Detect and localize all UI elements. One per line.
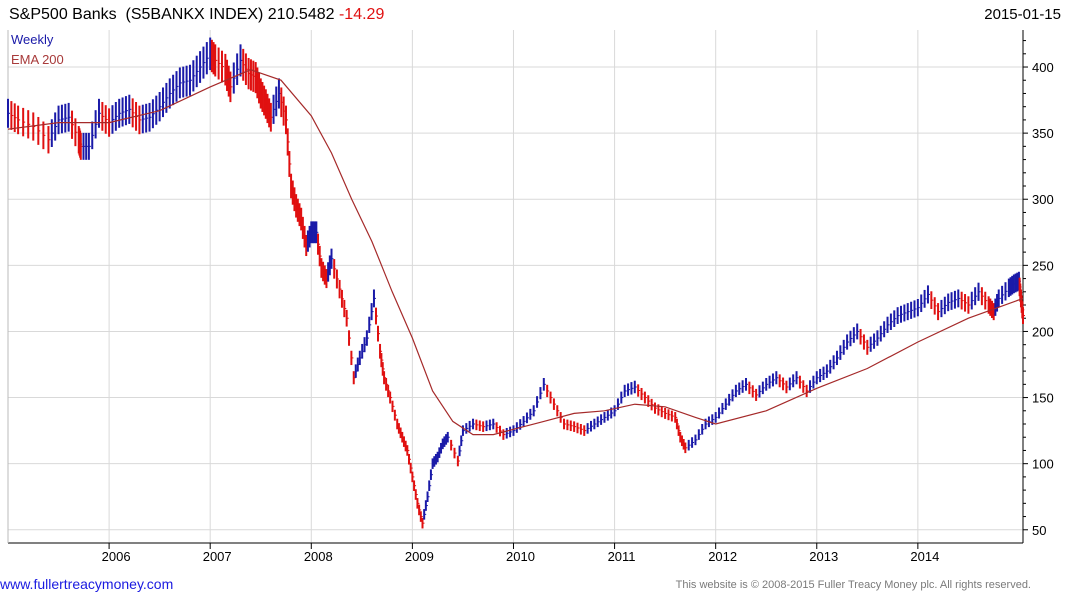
y-tick-label: 300 bbox=[1032, 192, 1054, 207]
chart-title: S&P500 Banks (S5BANKX INDEX) 210.5482 -1… bbox=[9, 6, 384, 24]
ema-line bbox=[7, 69, 1024, 436]
x-tick-label: 2010 bbox=[506, 549, 535, 564]
x-tick-label: 2007 bbox=[203, 549, 232, 564]
price-change: -14.29 bbox=[338, 6, 385, 23]
y-tick-label: 350 bbox=[1032, 126, 1054, 141]
website-link[interactable]: www.fullertreacymoney.com bbox=[0, 576, 174, 592]
chart-date: 2015-01-15 bbox=[984, 6, 1061, 23]
legend-weekly: Weekly bbox=[11, 32, 54, 47]
legend-ema: EMA 200 bbox=[11, 52, 64, 67]
copyright-text: This website is © 2008-2015 Fuller Treac… bbox=[675, 579, 1031, 591]
tick-labels: 50 100 150 200 250 300 350 400 2006 2007 2008 2009 2… bbox=[102, 60, 1054, 564]
y-tick-label: 250 bbox=[1032, 258, 1054, 273]
x-tick-label: 2013 bbox=[809, 549, 838, 564]
chart-title-text: S&P500 Banks (S5BANKX INDEX) 210.5482 bbox=[9, 6, 335, 23]
weekly-bars bbox=[7, 37, 1025, 529]
x-tick-label: 2012 bbox=[708, 549, 737, 564]
x-tick-label: 2006 bbox=[102, 549, 131, 564]
y-tick-label: 50 bbox=[1032, 523, 1046, 538]
y-tick-label: 200 bbox=[1032, 324, 1054, 339]
y-tick-label: 100 bbox=[1032, 457, 1054, 472]
y-tick-label: 150 bbox=[1032, 391, 1054, 406]
x-tick-label: 2014 bbox=[910, 549, 939, 564]
y-tick-label: 400 bbox=[1032, 60, 1054, 75]
ema-series bbox=[7, 69, 1024, 436]
axes bbox=[7, 30, 1028, 549]
x-tick-label: 2011 bbox=[608, 549, 636, 564]
x-tick-label: 2008 bbox=[304, 549, 333, 564]
x-tick-label: 2009 bbox=[405, 549, 434, 564]
